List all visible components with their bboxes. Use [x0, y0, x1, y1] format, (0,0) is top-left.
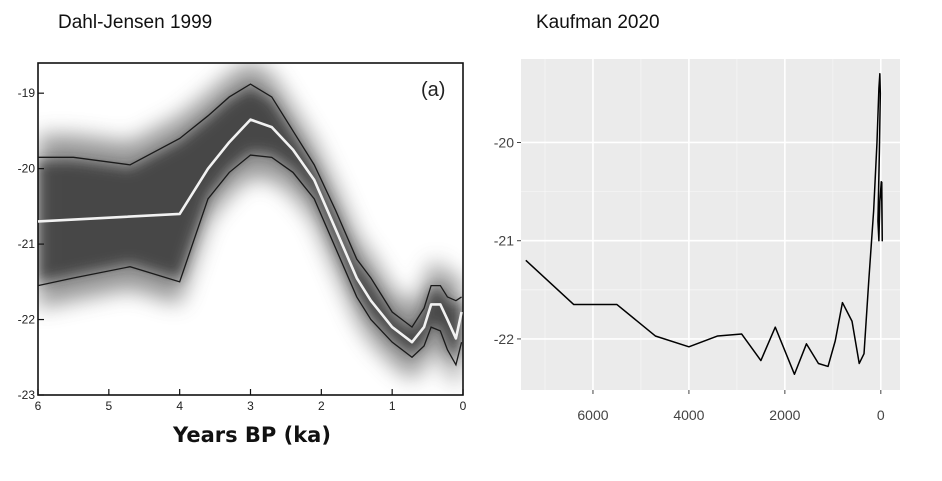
right-y-tick-label: -21	[494, 233, 514, 249]
left-y-tick-label: -19	[18, 86, 36, 100]
right-x-tick-label: 6000	[577, 407, 608, 423]
left-panel-label: (a)	[421, 79, 445, 101]
left-series-lower-bound	[37, 154, 463, 367]
left-x-tick-label: 5	[105, 399, 112, 413]
right-plot-background	[521, 59, 900, 390]
right-y-tick-label: -20	[494, 134, 514, 150]
left-uncertainty-band-outer	[38, 63, 462, 387]
right-y-tick-label: -22	[494, 331, 514, 347]
left-x-axis-label: Years BP (ka)	[172, 423, 331, 447]
left-y-tick-label: -23	[18, 388, 36, 402]
left-x-tick-label: 4	[176, 399, 183, 413]
left-y-tick-label: -22	[18, 313, 36, 327]
right-x-tick-label: 4000	[673, 407, 704, 423]
right-series-line	[525, 72, 883, 376]
left-x-tick-label: 1	[389, 399, 396, 413]
left-x-tick-label: 3	[247, 399, 254, 413]
right-x-tick-label: 0	[877, 407, 885, 423]
left-x-tick-label: 0	[460, 399, 467, 413]
left-series-central	[37, 118, 463, 344]
left-x-tick-label: 2	[318, 399, 325, 413]
right-x-tick-label: 2000	[769, 407, 800, 423]
left-chart-title: Dahl-Jensen 1999	[58, 12, 213, 33]
left-series-upper-bound	[38, 83, 462, 329]
left-x-tick-label: 6	[35, 399, 42, 413]
left-y-tick-label: -21	[18, 237, 36, 251]
right-chart-title: Kaufman 2020	[536, 12, 660, 33]
left-y-tick-label: -20	[18, 162, 36, 176]
